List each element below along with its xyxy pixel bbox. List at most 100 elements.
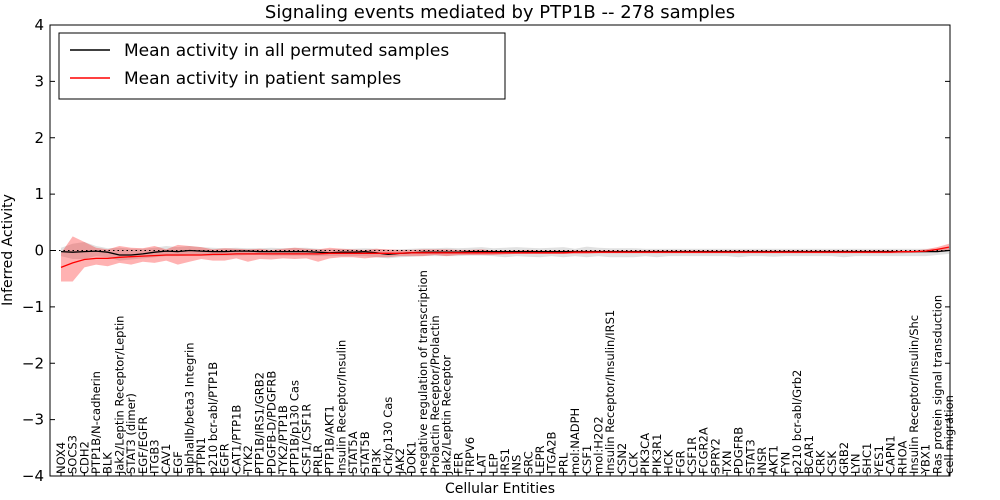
x-category-label: SOCS3 — [66, 435, 80, 474]
x-category-label: LEPR — [533, 445, 547, 474]
x-category-label: TYK2 — [241, 445, 255, 475]
x-category-label: SHC1 — [860, 443, 874, 474]
x-category-label: CSF1 — [580, 445, 594, 474]
x-category-label: PDGFB-D/PDGFRB — [264, 371, 278, 474]
x-category-label: YBX1 — [919, 444, 933, 475]
x-category-label: Insulin Receptor/Insulin — [334, 340, 348, 474]
x-category-label: EGF — [171, 451, 185, 474]
y-tick-label: −1 — [22, 298, 44, 316]
legend: Mean activity in all permuted samples Me… — [58, 32, 506, 100]
x-category-label: EGF/EGFR — [136, 417, 150, 474]
x-category-label: PTPN1 — [194, 437, 208, 474]
x-category-label: cell migration — [942, 395, 956, 474]
x-axis-label: Cellular Entities — [445, 481, 555, 497]
x-category-label: negative regulation of transcription — [416, 270, 430, 474]
x-category-label: PIK3CA — [638, 433, 652, 474]
x-category-label: CSN2 — [615, 443, 629, 474]
x-category-label: YES1 — [872, 445, 886, 475]
x-category-label: LEP — [486, 453, 500, 474]
x-category-label: Insulin Receptor/Insulin/IRS1 — [603, 310, 617, 474]
y-tick-label: 3 — [34, 72, 44, 90]
x-category-label: LCK — [627, 452, 641, 474]
x-category-label: ITGB3 — [147, 439, 161, 474]
x-category-label: CSF1/CSF1R — [299, 404, 313, 474]
x-category-label: CDH2 — [77, 441, 91, 474]
x-category-label: PTP1B/p130 Cas — [288, 380, 302, 474]
x-category-label: SPRY2 — [708, 438, 722, 474]
x-category-label: ITGA2B — [545, 431, 559, 474]
x-category-label: PRLR — [311, 445, 325, 474]
x-category-label: TYK2/PTP1B — [276, 405, 290, 475]
x-category-label: STAT3 (dimer) — [124, 393, 138, 474]
x-category-label: LYN — [849, 453, 863, 474]
y-tick-label: 1 — [34, 185, 44, 203]
confidence-bands — [61, 236, 949, 282]
x-category-label: Crk/p130 Cas — [381, 397, 395, 474]
x-category-label: PIK3R1 — [650, 434, 664, 475]
x-category-label: CSK — [825, 451, 839, 474]
x-category-label: Insulin Receptor/Insulin/Shc — [907, 315, 921, 474]
x-category-label: INSR — [755, 447, 769, 474]
x-category-label: STAT5A — [346, 431, 360, 474]
x-category-label: PI3K — [369, 448, 383, 474]
x-category-label: FER — [451, 452, 465, 474]
x-category-label: Prolactin Receptor/Prolactin — [428, 315, 442, 474]
y-tick-label: −4 — [22, 467, 44, 485]
x-category-label: BLK — [101, 452, 115, 474]
x-category-label: PTP1B/AKT1 — [323, 405, 337, 474]
x-category-label: PTP1B/N-cadherin — [89, 371, 103, 474]
x-category-label: STAT3 — [743, 439, 757, 474]
x-category-label: TXN — [720, 450, 734, 475]
y-axis-label: Inferred Activity — [0, 194, 16, 306]
series-lines — [60, 246, 950, 269]
x-category-label: CAPN1 — [884, 435, 898, 474]
x-category-label: p210 bcr-abl/Grb2 — [790, 370, 804, 474]
legend-label-permuted: Mean activity in all permuted samples — [124, 41, 449, 61]
x-category-label: HCK — [662, 449, 676, 474]
x-category-label: Ras protein signal transduction — [930, 295, 944, 474]
x-category-label: JAK2 — [393, 448, 407, 475]
y-tick-label: −2 — [22, 354, 44, 372]
x-category-label: NOX4 — [54, 442, 68, 474]
x-category-label: FCGR2A — [697, 427, 711, 474]
x-category-label: FGR — [673, 450, 687, 474]
x-category-label: INS — [510, 455, 524, 474]
x-category-label: SRC — [521, 451, 535, 474]
x-category-label: FYN — [778, 452, 792, 474]
x-category-label: GRB2 — [837, 442, 851, 474]
x-category-label: DOK1 — [405, 441, 419, 474]
x-category-labels: NOX4SOCS3CDH2PTP1B/N-cadherinBLKJak2/Lep… — [54, 270, 956, 476]
x-category-label: CRK — [813, 450, 827, 474]
y-tick-label: 2 — [34, 129, 44, 147]
x-category-label: EGFR — [218, 443, 232, 474]
x-category-label: PDGFRB — [732, 427, 746, 474]
y-axis-ticks: 4 3 2 1 0 −1 −2 −3 −4 — [22, 16, 950, 485]
x-category-label: CSF1R — [685, 437, 699, 474]
x-category-label: Jak2/Leptin Receptor/Leptin — [112, 316, 126, 475]
y-tick-label: 0 — [34, 242, 44, 260]
series-line-patient — [60, 246, 950, 269]
x-category-label: TRPV6 — [463, 437, 477, 475]
x-category-label: Jak2/Leptin Receptor — [440, 355, 454, 475]
legend-label-patient: Mean activity in patient samples — [124, 69, 401, 89]
band-patient — [61, 236, 949, 282]
x-category-label: mol:H2O2 — [591, 416, 605, 474]
x-category-label: mol:NADPH — [568, 408, 582, 474]
x-category-label: PRL — [556, 452, 570, 474]
x-category-label: CAV1 — [159, 444, 173, 474]
x-category-label: STAT5B — [358, 431, 372, 474]
x-category-label: p210 bcr-abl/PTP1B — [206, 362, 220, 474]
chart-title: Signaling events mediated by PTP1B -- 27… — [265, 2, 735, 23]
x-category-label: AKT1 — [767, 445, 781, 474]
x-category-label: CAT1/PTP1B — [229, 405, 243, 474]
x-category-label: IRS1 — [498, 448, 512, 474]
x-category-label: BCAR1 — [802, 435, 816, 474]
legend-box — [58, 32, 506, 100]
y-tick-label: −3 — [22, 411, 44, 429]
x-category-label: RHOA — [895, 441, 909, 474]
x-category-label: alphaIIb/beta3 Integrin — [183, 342, 197, 474]
x-category-label: LAT — [475, 452, 489, 474]
x-category-label: PTP1B/IRS1/GRB2 — [253, 372, 267, 474]
plot-frame — [49, 24, 951, 477]
